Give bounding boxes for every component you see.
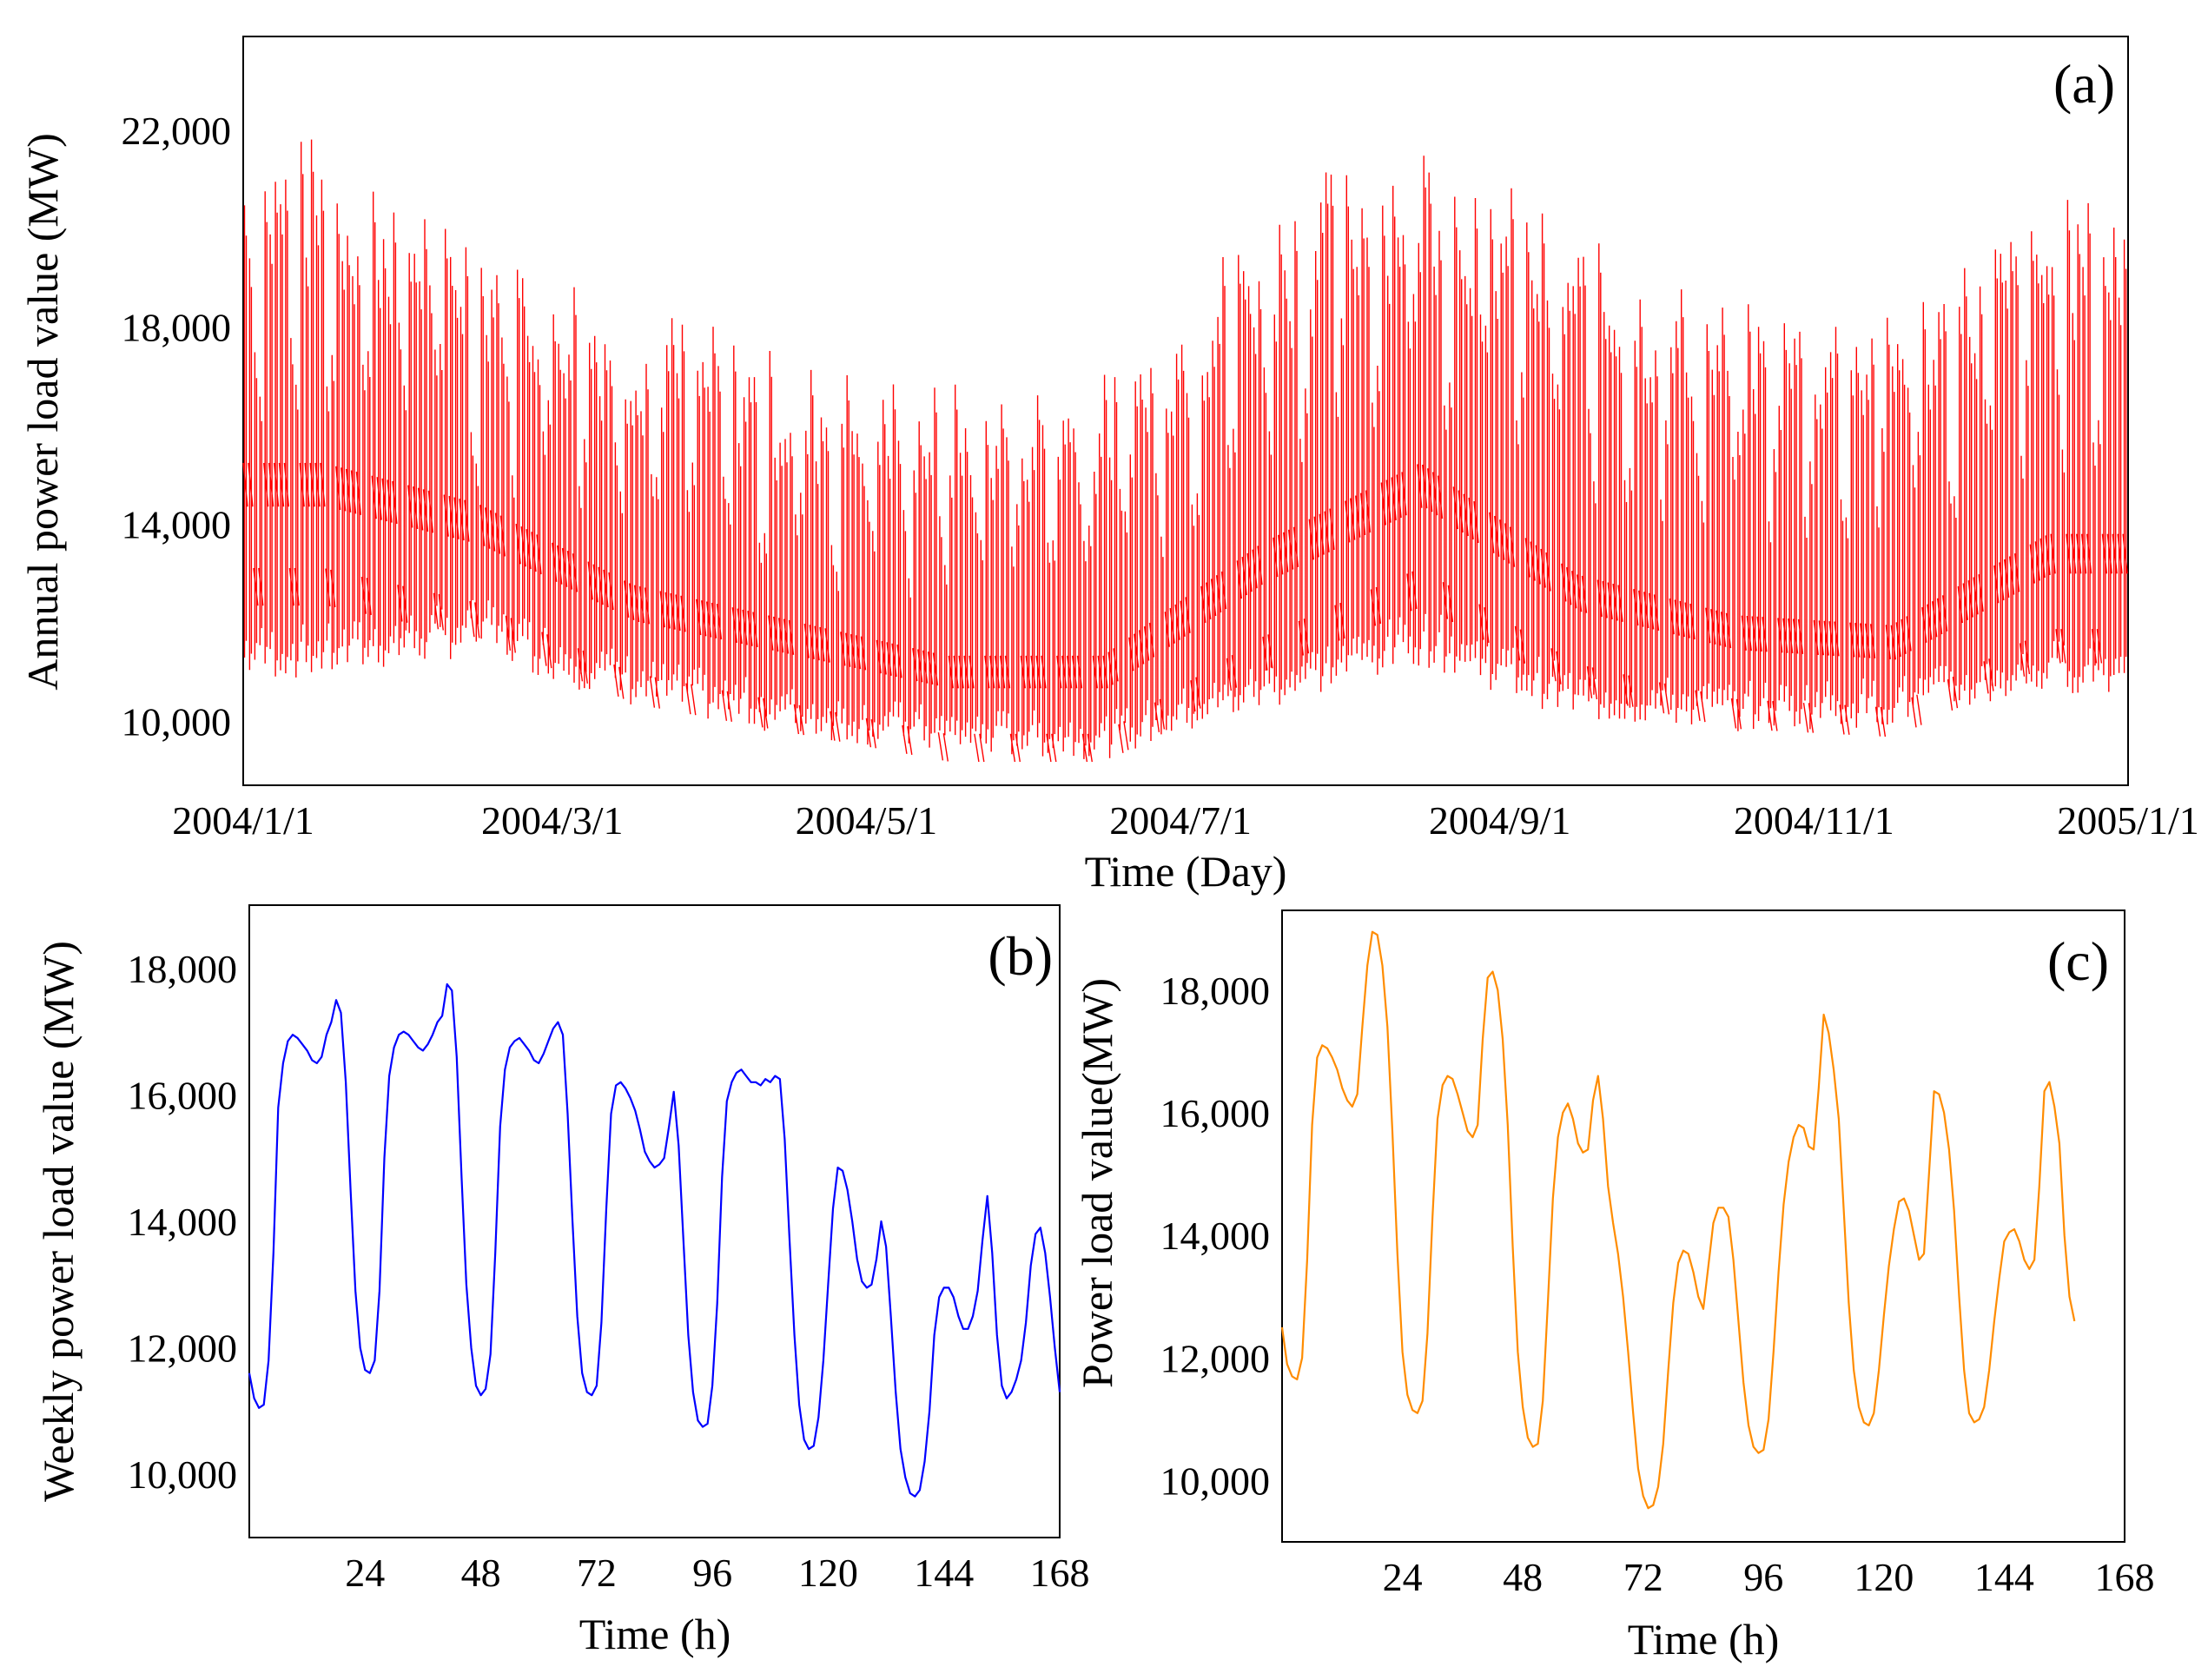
x-tick-label: 24	[1383, 1555, 1423, 1599]
annual-load-trace	[242, 139, 2128, 763]
y-tick-label: 22,000	[122, 109, 232, 153]
load-line	[248, 982, 1061, 1498]
x-tick-label: 48	[461, 1551, 501, 1595]
panel-label-c: (c)	[2047, 930, 2109, 992]
x-tick-label: 48	[1503, 1555, 1543, 1599]
y-tick-labels-weekly: 10,000 12,000 14,000 16,000 18,000	[128, 947, 238, 1497]
chart-daily-profile: 10,000 12,000 14,000 16,000 18,000 24 48 72 96 1…	[1073, 909, 2155, 1663]
x-axis-title-weekly: Time (h)	[579, 1610, 731, 1658]
y-tick-label: 10,000	[122, 699, 232, 744]
x-tick-label: 2004/11/1	[1734, 798, 1894, 843]
x-tick-label: 2004/1/1	[172, 798, 314, 843]
series-annual-load	[242, 139, 2128, 763]
x-tick-label: 144	[1974, 1555, 2034, 1599]
plot-frame-annual	[242, 36, 2129, 786]
y-tick-label: 18,000	[122, 306, 232, 350]
x-tick-label: 2004/3/1	[481, 798, 624, 843]
y-axis-title-weekly: Weekly power load value (MW)	[34, 941, 83, 1502]
x-axis-title-c: Time (h)	[1628, 1615, 1780, 1663]
x-tick-label: 168	[2095, 1555, 2155, 1599]
x-tick-label: 96	[692, 1551, 732, 1595]
y-tick-label: 18,000	[128, 947, 238, 991]
x-tick-label: 144	[914, 1551, 974, 1595]
series-power-load	[1280, 930, 2076, 1510]
plot-frame-weekly	[248, 904, 1061, 1538]
x-tick-label: 2005/1/1	[2057, 798, 2199, 843]
y-tick-label: 18,000	[1160, 969, 1271, 1013]
y-tick-label: 14,000	[122, 502, 232, 546]
series-weekly-load	[248, 982, 1061, 1498]
y-axis-title-c: Power load value(MW)	[1073, 978, 1121, 1388]
y-tick-label: 16,000	[128, 1073, 238, 1117]
load-line	[1280, 930, 2076, 1510]
x-tick-label: 72	[577, 1551, 617, 1595]
y-tick-label: 10,000	[1160, 1458, 1271, 1503]
x-tick-label: 2004/5/1	[796, 798, 938, 843]
y-tick-label: 14,000	[1160, 1214, 1271, 1258]
x-tick-label: 168	[1030, 1551, 1090, 1595]
panel-label-b: (b)	[988, 925, 1053, 987]
y-tick-label: 12,000	[128, 1326, 238, 1371]
x-tick-labels-weekly: 24 48 72 96 120 144 168	[345, 1551, 1089, 1595]
x-tick-labels-annual: 2004/1/1 2004/3/1 2004/5/1 2004/7/1 2004/9/1…	[172, 798, 2199, 843]
x-tick-label: 120	[798, 1551, 858, 1595]
x-axis-title-annual: Time (Day)	[1085, 847, 1287, 896]
x-tick-label: 2004/7/1	[1109, 798, 1252, 843]
x-tick-label: 120	[1854, 1555, 1914, 1599]
x-tick-label: 2004/9/1	[1429, 798, 1571, 843]
y-tick-label: 12,000	[1160, 1336, 1271, 1380]
y-tick-labels-annual: 10,000 14,000 18,000 22,000	[122, 109, 232, 744]
x-tick-label: 24	[345, 1551, 385, 1595]
y-tick-labels-c: 10,000 12,000 14,000 16,000 18,000	[1160, 969, 1271, 1504]
x-tick-label: 96	[1743, 1555, 1783, 1599]
y-tick-label: 14,000	[128, 1200, 238, 1244]
x-tick-labels-c: 24 48 72 96 120 144 168	[1383, 1555, 2155, 1599]
chart-annual: 10,000 14,000 18,000 22,000 2004/1/1 2004/3/…	[18, 36, 2199, 896]
y-axis-title-annual: Annual power load value (MW)	[18, 133, 67, 690]
chart-weekly: 10,000 12,000 14,000 16,000 18,000 24 48 72 96 1…	[34, 904, 1090, 1658]
panel-label-a: (a)	[2053, 53, 2115, 115]
x-tick-label: 72	[1623, 1555, 1663, 1599]
plot-frame-c	[1281, 909, 2125, 1543]
y-tick-label: 16,000	[1160, 1091, 1271, 1135]
y-tick-label: 10,000	[128, 1452, 238, 1497]
